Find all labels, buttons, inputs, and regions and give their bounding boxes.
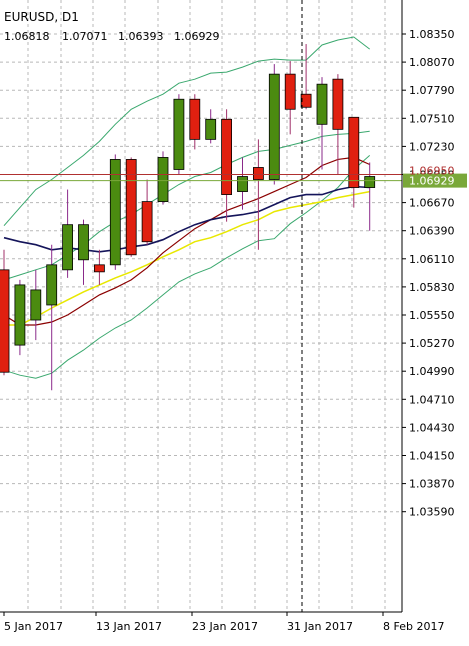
candle-bullish[interactable] [316,77,328,170]
y-tick-label: 1.05550 [409,309,455,322]
candle-body [237,176,248,192]
bollinger-lower-line [3,155,371,379]
y-tick-label: 1.05830 [409,281,455,294]
candle-body [62,224,73,271]
candle-body [46,264,58,306]
candle-body [332,78,344,130]
ohlc-low: 1.06393 [118,30,164,43]
candle-body [157,157,169,202]
y-tick-label: 1.03870 [409,478,455,491]
candle-bearish[interactable] [300,44,312,110]
candle-body [94,264,105,273]
candle-bullish[interactable] [364,162,376,231]
ma-yellow-line [4,190,370,326]
bid-price-tag-label: 1.06950 [409,165,455,178]
candle-body [300,93,312,108]
candle-bullish[interactable] [157,151,169,205]
candle-body [284,73,296,110]
x-tick-label: 13 Jan 2017 [96,620,162,633]
candle-bearish[interactable] [94,249,105,285]
candle-body [0,269,10,373]
candle-body [268,73,280,180]
candle-body [316,83,328,125]
candle-bearish[interactable] [0,249,10,376]
y-tick-label: 1.04430 [409,421,455,434]
y-tick-label: 1.03590 [409,506,455,519]
candle-bullish[interactable] [62,189,73,278]
candle-body [173,98,185,170]
x-tick-label: 5 Jan 2017 [4,620,63,633]
candle-body [14,284,26,346]
x-tick-label: 8 Feb 2017 [383,620,444,633]
candle-bearish[interactable] [141,179,153,245]
candle-body [30,289,42,321]
ohlc-close: 1.06929 [174,30,220,43]
bollinger-upper-line [3,36,371,227]
y-tick-label: 1.05270 [409,337,455,350]
candle-body [221,118,233,195]
candle-bullish[interactable] [173,94,185,175]
candle-bearish[interactable] [332,74,344,175]
candle-bullish[interactable] [14,279,26,356]
current-price-tag-bg [403,173,467,188]
y-tick-label: 1.07790 [409,84,455,97]
candle-bullish[interactable] [78,219,89,285]
y-tick-label: 1.07230 [409,140,455,153]
candle-bearish[interactable] [348,116,360,208]
indicator-lines [3,36,371,379]
candle-bullish[interactable] [268,64,280,185]
candle-bearish[interactable] [189,94,201,150]
x-tick-label: 31 Jan 2017 [287,620,353,633]
chart-title: EURUSD, D1 [4,10,79,24]
candles [0,44,376,391]
y-tick-label: 1.04150 [409,450,455,463]
y-tick-label: 1.07510 [409,112,455,125]
y-tick-label: 1.06110 [409,253,455,266]
candle-bullish[interactable] [30,269,42,341]
candle-body [78,224,89,261]
ohlc-open: 1.06818 [4,30,50,43]
candle-bearish[interactable] [284,61,296,135]
y-tick-label: 1.04710 [409,393,455,406]
y-tick-label: 1.08070 [409,56,455,69]
candle-bullish[interactable] [205,109,217,144]
candle-body [348,116,360,188]
ohlc-high: 1.07071 [62,30,108,43]
price-lines [0,0,402,612]
current-price-tag-label: 1.06929 [409,175,455,188]
candle-body [109,159,121,266]
candle-body [189,98,201,140]
candle-bullish[interactable] [109,154,121,270]
candle-body [252,167,264,180]
candle-body [141,201,153,243]
x-tick-label: 23 Jan 2017 [192,620,258,633]
candle-bearish[interactable] [221,109,233,222]
y-tick-label: 1.06390 [409,225,455,238]
candle-bullish[interactable] [237,157,248,210]
y-tick-label: 1.08350 [409,28,455,41]
x-axis: 5 Jan 2017 13 Jan 2017 23 Jan 2017 31 Jan 2… [3,612,444,633]
candle-body [205,118,217,140]
gridlines [0,0,402,612]
candle-bearish[interactable] [125,157,137,257]
y-axis: 1.08350 1.08070 1.07790 1.07510 1.07230 1.069… [402,28,467,519]
candle-body [364,176,376,188]
candle-bearish[interactable] [252,139,264,250]
y-tick-label: 1.04990 [409,365,455,378]
ma-dark-red-line [3,156,370,326]
candle-bullish[interactable] [46,244,58,391]
candle-body [125,159,137,256]
y-tick-label: 1.06670 [409,197,455,210]
